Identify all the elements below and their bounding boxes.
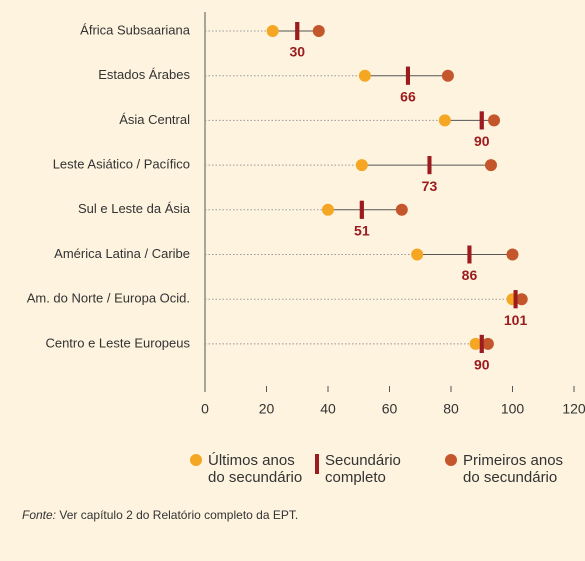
x-tick-label: 100 — [501, 401, 525, 417]
category-label: Estados Árabes — [98, 67, 190, 82]
legend-item: Primeiros anos do secundário — [445, 452, 575, 486]
dot — [438, 114, 451, 127]
secondary-tick — [467, 245, 472, 264]
value-label: 90 — [474, 357, 490, 373]
secondary-tick — [405, 66, 410, 85]
dot — [395, 203, 408, 216]
value-label: 30 — [289, 44, 305, 60]
x-tick-label: 120 — [562, 401, 585, 417]
dot — [312, 25, 325, 37]
secondary-tick — [427, 156, 432, 175]
x-tick-label: 80 — [443, 401, 459, 417]
legend-item: Secundário completo — [315, 452, 415, 486]
source-label: Fonte: — [22, 508, 57, 522]
secondary-tick — [479, 111, 484, 130]
legend-swatch — [445, 454, 457, 466]
value-label: 86 — [462, 267, 478, 283]
dot — [411, 248, 424, 261]
dot — [488, 114, 501, 127]
value-label: 51 — [354, 223, 370, 239]
category-label: Am. do Norte / Europa Ocid. — [27, 291, 190, 306]
legend-swatch — [190, 454, 202, 466]
secondary-tick — [295, 22, 300, 40]
secondary-tick — [513, 290, 518, 309]
dot — [358, 69, 371, 82]
legend-label: Últimos anos do secundário — [208, 452, 303, 486]
x-tick-label: 0 — [201, 401, 209, 417]
legend-label: Primeiros anos do secundário — [463, 452, 564, 486]
legend-item: Últimos anos do secundário — [190, 452, 308, 486]
source: Fonte: Ver capítulo 2 do Relatório compl… — [22, 508, 298, 522]
category-label: África Subsaariana — [80, 22, 191, 37]
dot — [484, 159, 497, 172]
dot — [515, 293, 528, 306]
category-label: Centro e Leste Europeus — [45, 335, 190, 350]
dot — [441, 69, 454, 82]
dot — [506, 248, 519, 261]
dot — [469, 337, 482, 350]
category-label: América Latina / Caribe — [54, 246, 190, 261]
source-text: Ver capítulo 2 do Relatório completo da … — [59, 508, 299, 522]
value-label: 101 — [504, 312, 528, 328]
secondary-tick — [479, 334, 484, 353]
value-label: 66 — [400, 88, 416, 104]
secondary-tick — [359, 200, 364, 219]
category-label: Sul e Leste da Ásia — [78, 201, 191, 216]
dot — [481, 337, 494, 350]
x-tick-label: 40 — [320, 401, 336, 417]
value-label: 73 — [422, 178, 438, 194]
dot — [266, 25, 279, 37]
category-label: Leste Asiático / Pacífico — [53, 157, 190, 172]
dot — [322, 203, 334, 216]
legend-swatch — [315, 454, 319, 474]
legend-label: Secundário completo — [325, 452, 401, 486]
plot: 0 20 40 60 80 100 120 África Subsaariana 30 Estad… — [27, 12, 585, 417]
x-tick-label: 60 — [382, 401, 398, 417]
category-label: Ásia Central — [119, 112, 190, 127]
dot — [355, 159, 368, 172]
value-label: 90 — [474, 133, 490, 149]
x-tick-label: 20 — [259, 401, 275, 417]
